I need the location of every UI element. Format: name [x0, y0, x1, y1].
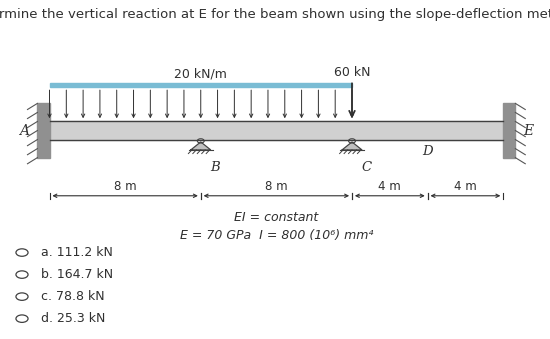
Text: C: C	[362, 161, 372, 174]
Text: 4 m: 4 m	[378, 180, 401, 193]
Polygon shape	[342, 142, 362, 150]
Bar	[503, 103, 515, 158]
Text: E = 70 GPa  I = 800 (10⁶) mm⁴: E = 70 GPa I = 800 (10⁶) mm⁴	[180, 228, 373, 242]
Text: 60 kN: 60 kN	[334, 66, 370, 79]
Text: B: B	[211, 161, 221, 174]
Polygon shape	[191, 142, 211, 150]
Text: 8 m: 8 m	[265, 180, 288, 193]
Bar	[50, 83, 352, 87]
Text: c. 78.8 kN: c. 78.8 kN	[41, 290, 105, 303]
Text: E: E	[524, 123, 534, 138]
Text: b. 164.7 kN: b. 164.7 kN	[41, 268, 113, 281]
Text: 4 m: 4 m	[454, 180, 477, 193]
Bar	[50, 121, 503, 140]
Text: Determine the vertical reaction at E for the beam shown using the slope-deflecti: Determine the vertical reaction at E for…	[0, 8, 550, 21]
Text: d. 25.3 kN: d. 25.3 kN	[41, 312, 106, 325]
Text: a. 111.2 kN: a. 111.2 kN	[41, 246, 113, 259]
Text: 8 m: 8 m	[114, 180, 136, 193]
Bar	[37, 103, 50, 158]
Text: 20 kN/m: 20 kN/m	[174, 67, 227, 80]
Text: D: D	[422, 145, 433, 158]
Text: EI = constant: EI = constant	[234, 211, 318, 224]
Text: A: A	[19, 123, 29, 138]
